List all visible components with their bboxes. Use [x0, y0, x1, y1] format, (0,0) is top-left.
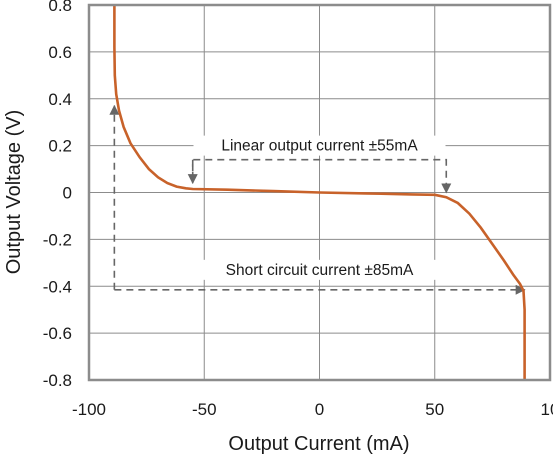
x-tick-label: 50: [425, 400, 444, 419]
x-tick-label: -50: [192, 400, 217, 419]
x-tick-label: 0: [315, 400, 324, 419]
y-tick-label: 0.8: [48, 0, 72, 15]
linear-bracket-right: [191, 158, 452, 194]
x-tick-labels: -100 -50 0 50 10: [72, 400, 553, 419]
x-tick-label: -100: [72, 400, 106, 419]
annotation-short-circuit: Short circuit current ±85mA: [226, 262, 414, 279]
y-axis-title: Output Voltage (V): [3, 110, 25, 275]
y-tick-label: -0.6: [43, 324, 72, 343]
y-tick-label: 0.6: [48, 43, 72, 62]
annotation-short-bg: [195, 259, 444, 280]
y-tick-label: -0.8: [43, 371, 72, 390]
y-tick-label: -0.2: [43, 230, 72, 249]
annotation-linear-bg: [193, 135, 446, 156]
y-tick-labels: 0.8 0.6 0.4 0.2 0 -0.2 -0.4 -0.6 -0.8: [43, 0, 72, 390]
x-tick-label: 10: [541, 400, 553, 419]
y-tick-label: 0.2: [48, 137, 72, 156]
plot-frame: [87, 3, 552, 382]
y-tick-label: -0.4: [43, 277, 72, 296]
annotation-arrows: [109, 104, 526, 295]
series-line: [113, 5, 526, 380]
annotation-linear-current: Linear output current ±55mA: [221, 138, 418, 155]
x-axis-title: Output Current (mA): [228, 433, 409, 455]
y-tick-label: 0.4: [48, 90, 72, 109]
y-tick-label: 0: [63, 184, 72, 203]
